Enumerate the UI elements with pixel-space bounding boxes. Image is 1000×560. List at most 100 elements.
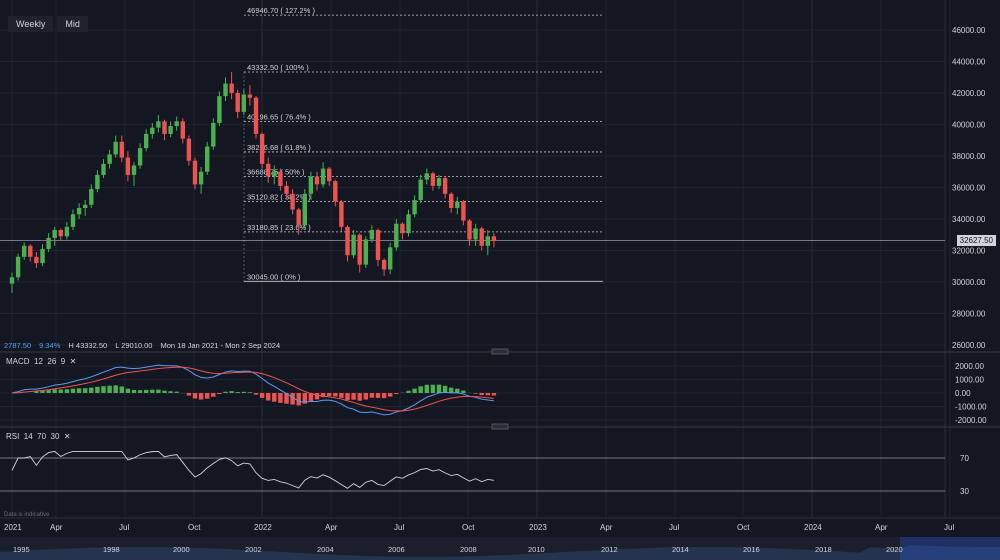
candle-body bbox=[272, 171, 277, 177]
candle-body bbox=[259, 133, 265, 164]
candle-body bbox=[229, 83, 234, 93]
low-value: L 29010.00 bbox=[115, 341, 153, 350]
price-axis-label: 26000.00 bbox=[952, 341, 986, 350]
macd-histogram-bar bbox=[272, 393, 277, 402]
macd-histogram-bar bbox=[266, 393, 271, 401]
price-mode-button[interactable]: Mid bbox=[57, 16, 88, 32]
candle-body bbox=[266, 163, 271, 177]
fib-level-label: 46946.70 ( 127.2% ) bbox=[247, 6, 315, 15]
panel-resize-handle[interactable] bbox=[491, 348, 509, 355]
time-axis-label: 2021 bbox=[4, 523, 22, 532]
candle-body bbox=[406, 214, 411, 234]
candle-body bbox=[168, 126, 173, 134]
macd-histogram-bar bbox=[406, 390, 411, 393]
macd-histogram-bar bbox=[388, 393, 393, 397]
price-axis-label: 42000.00 bbox=[952, 89, 986, 98]
candle-body bbox=[339, 201, 344, 227]
macd-histogram-bar bbox=[327, 393, 332, 397]
navigator-axis-label: 2014 bbox=[672, 545, 689, 554]
macd-legend[interactable]: MACD 12 26 9 ✕ bbox=[6, 357, 76, 366]
macd-histogram-bar bbox=[449, 387, 454, 393]
candle-body bbox=[302, 193, 307, 226]
candle-body bbox=[46, 237, 51, 249]
candle-body bbox=[442, 178, 448, 194]
macd-histogram-bar bbox=[205, 393, 210, 399]
candle-body bbox=[357, 234, 362, 265]
macd-histogram-bar bbox=[125, 388, 131, 393]
info-bar: 2787.50 9.34% H 43332.50 L 29010.00 Mon … bbox=[4, 341, 280, 350]
macd-histogram-bar bbox=[186, 393, 192, 396]
macd-histogram-bar bbox=[70, 388, 76, 393]
toolbar: Weekly Mid bbox=[8, 16, 88, 32]
macd-histogram-bar bbox=[442, 385, 448, 393]
macd-slow: 26 bbox=[47, 357, 57, 366]
candle-body bbox=[278, 171, 283, 186]
macd-histogram-bar bbox=[76, 388, 82, 393]
macd-histogram-bar bbox=[491, 393, 497, 396]
navigator-axis-label: 2012 bbox=[601, 545, 618, 554]
candle-body bbox=[144, 133, 149, 149]
time-axis-label: Apr bbox=[600, 523, 613, 532]
macd-histogram-bar bbox=[101, 386, 106, 393]
candle-body bbox=[107, 154, 112, 164]
close-icon[interactable]: ✕ bbox=[63, 432, 71, 441]
candle-body bbox=[186, 138, 192, 161]
macd-histogram-bar bbox=[418, 386, 423, 393]
time-axis-label: Jul bbox=[394, 523, 404, 532]
macd-signal: 9 bbox=[60, 357, 66, 366]
rsi-legend[interactable]: RSI 14 70 30 ✕ bbox=[6, 432, 71, 441]
macd-histogram-bar bbox=[473, 393, 478, 394]
macd-histogram-bar bbox=[314, 393, 320, 400]
navigator-selection[interactable] bbox=[900, 537, 1000, 560]
rsi-period: 14 bbox=[23, 432, 33, 441]
macd-histogram-bar bbox=[455, 388, 460, 393]
time-axis-label: Oct bbox=[462, 523, 475, 532]
macd-histogram-bar bbox=[168, 391, 173, 393]
candle-body bbox=[253, 97, 259, 134]
candle-body bbox=[479, 228, 484, 246]
macd-axis-label: -2000.00 bbox=[955, 416, 987, 425]
candle-body bbox=[217, 96, 222, 123]
time-axis-label: 2022 bbox=[254, 523, 272, 532]
macd-histogram-bar bbox=[229, 391, 234, 393]
macd-histogram-bar bbox=[430, 384, 436, 393]
macd-histogram-bar bbox=[235, 392, 240, 393]
candle-body bbox=[485, 236, 490, 246]
macd-histogram-bar bbox=[162, 390, 167, 393]
current-price-tag: 32627.50 bbox=[956, 235, 996, 246]
candle-body bbox=[205, 146, 210, 172]
macd-histogram-bar bbox=[241, 391, 246, 393]
macd-histogram-bar bbox=[107, 385, 112, 393]
price-axis-label: 28000.00 bbox=[952, 310, 986, 319]
candle-body bbox=[101, 163, 106, 175]
macd-histogram-bar bbox=[192, 393, 198, 399]
candle-body bbox=[345, 226, 350, 256]
candle-body bbox=[95, 174, 100, 190]
candle-body bbox=[381, 259, 387, 270]
macd-histogram-bar bbox=[52, 389, 57, 393]
candle-body bbox=[64, 226, 70, 237]
macd-histogram-bar bbox=[333, 393, 338, 397]
interval-button[interactable]: Weekly bbox=[8, 16, 54, 32]
macd-histogram-bar bbox=[89, 387, 94, 393]
macd-histogram-bar bbox=[137, 390, 143, 393]
panel-resize-handle[interactable] bbox=[491, 423, 509, 430]
macd-axis-label: 2000.00 bbox=[955, 362, 984, 371]
rsi-line bbox=[11, 450, 494, 489]
navigator-axis-label: 2018 bbox=[815, 545, 832, 554]
candle-body bbox=[284, 185, 289, 194]
macd-label: MACD bbox=[6, 357, 30, 366]
price-axis-label: 30000.00 bbox=[952, 278, 986, 287]
fib-level-label: 30045.00 ( 0% ) bbox=[247, 272, 301, 281]
close-icon[interactable]: ✕ bbox=[69, 357, 77, 366]
macd-histogram-bar bbox=[64, 389, 70, 393]
macd-histogram-bar bbox=[217, 393, 222, 395]
candle-body bbox=[296, 209, 301, 226]
macd-histogram-bar bbox=[381, 393, 387, 399]
macd-histogram-bar bbox=[119, 386, 124, 393]
navigator-axis-label: 2020 bbox=[886, 545, 903, 554]
rsi-upper: 70 bbox=[37, 432, 47, 441]
candle-body bbox=[308, 176, 314, 194]
macd-histogram-bar bbox=[345, 393, 350, 400]
